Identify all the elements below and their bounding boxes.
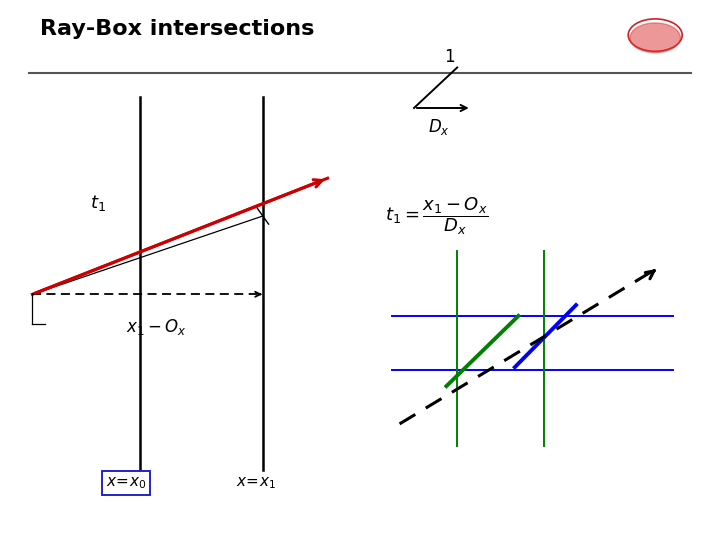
Text: $1$: $1$: [444, 48, 456, 66]
Ellipse shape: [630, 23, 680, 52]
Text: $x\!=\!x_1$: $x\!=\!x_1$: [235, 475, 276, 491]
Text: $D_x$: $D_x$: [428, 117, 450, 137]
Text: $t_1$: $t_1$: [90, 193, 106, 213]
Text: Ray-Box intersections: Ray-Box intersections: [40, 19, 314, 39]
Text: $t_1 = \dfrac{x_1 - O_x}{D_x}$: $t_1 = \dfrac{x_1 - O_x}{D_x}$: [385, 195, 488, 237]
Text: $x\!=\!x_0$: $x\!=\!x_0$: [106, 475, 146, 491]
Text: $x_1 - O_x$: $x_1 - O_x$: [126, 317, 186, 337]
